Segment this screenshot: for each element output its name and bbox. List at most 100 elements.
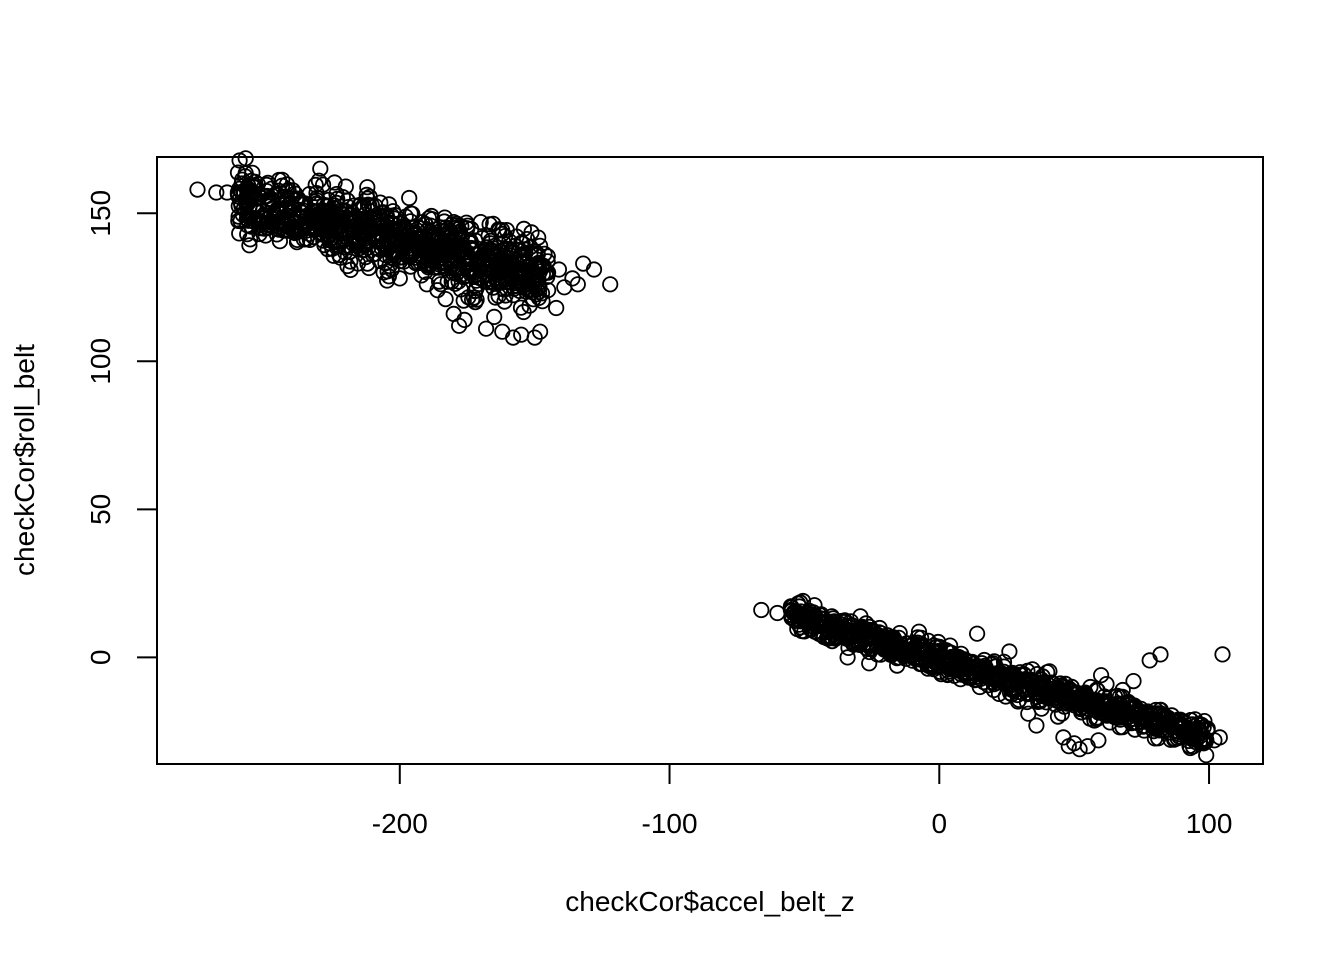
data-point	[823, 613, 840, 631]
data-point	[1001, 643, 1018, 660]
data-point	[937, 657, 955, 675]
data-point	[491, 253, 508, 270]
data-point	[1111, 709, 1128, 726]
data-point	[430, 273, 448, 290]
data-point	[975, 673, 992, 691]
data-point	[348, 237, 365, 254]
data-point	[324, 240, 341, 257]
data-point	[388, 221, 405, 238]
data-point	[1092, 701, 1110, 718]
data-point	[337, 228, 354, 245]
data-point	[270, 171, 288, 189]
data-point	[458, 220, 476, 237]
data-point	[240, 187, 257, 204]
x-tick-label: 100	[1186, 808, 1233, 839]
data-point	[380, 230, 397, 247]
data-point	[429, 282, 446, 299]
data-point	[884, 631, 901, 648]
data-point	[539, 248, 556, 265]
data-point	[850, 632, 867, 650]
data-point	[419, 228, 437, 245]
data-point	[531, 323, 549, 340]
data-point	[985, 666, 1002, 683]
data-point	[370, 218, 387, 235]
data-point	[1133, 708, 1150, 725]
x-axis: -200 -100 0 100	[372, 763, 1233, 839]
data-point	[355, 199, 372, 216]
data-point	[465, 268, 482, 285]
data-point	[513, 234, 530, 251]
data-point	[391, 270, 408, 287]
data-point	[237, 150, 254, 167]
data-point	[314, 176, 332, 193]
data-point	[474, 230, 491, 247]
data-point	[508, 266, 526, 283]
data-point	[1071, 741, 1088, 758]
data-point	[424, 211, 441, 228]
data-point	[861, 655, 878, 672]
data-point	[415, 228, 432, 245]
data-points	[189, 150, 1231, 764]
data-point	[445, 214, 462, 231]
data-point	[189, 181, 206, 198]
data-point	[486, 308, 503, 325]
data-point	[470, 257, 487, 274]
data-point	[415, 237, 432, 254]
data-point	[450, 317, 468, 334]
y-tick-label: 150	[85, 190, 116, 237]
data-point	[463, 291, 481, 308]
data-point	[312, 160, 329, 177]
data-point	[1050, 689, 1067, 707]
data-point	[753, 601, 770, 619]
data-point	[807, 607, 824, 625]
data-point	[219, 184, 236, 201]
data-point	[310, 172, 327, 189]
data-point	[364, 246, 381, 263]
data-point	[486, 237, 503, 254]
data-point	[342, 253, 359, 270]
data-point	[501, 253, 518, 270]
data-point	[251, 225, 268, 243]
data-point	[326, 174, 343, 191]
data-point	[468, 266, 486, 283]
data-point	[1211, 729, 1228, 746]
data-point	[504, 329, 522, 346]
data-point	[404, 246, 421, 263]
y-tick-label: 0	[85, 650, 116, 666]
data-point	[909, 634, 926, 651]
data-point	[1028, 683, 1046, 701]
data-point	[283, 190, 300, 207]
data-point	[413, 267, 430, 284]
data-point	[1079, 738, 1096, 755]
data-point	[1093, 667, 1110, 684]
data-point	[380, 196, 398, 213]
data-point	[548, 299, 565, 317]
data-point	[531, 278, 548, 295]
data-point	[497, 287, 514, 304]
data-point	[455, 292, 472, 309]
data-point	[342, 261, 359, 278]
data-point	[962, 668, 979, 685]
x-tick-label: -100	[642, 808, 698, 839]
data-point	[359, 179, 376, 196]
data-point	[848, 625, 865, 642]
data-point	[296, 220, 313, 237]
data-point	[790, 607, 808, 625]
data-point	[443, 273, 460, 290]
data-point	[437, 244, 454, 261]
data-point	[347, 209, 364, 226]
data-point	[359, 255, 376, 272]
data-point	[316, 208, 333, 225]
data-point	[850, 622, 867, 639]
data-point	[925, 661, 942, 678]
data-point	[556, 279, 573, 296]
data-point	[456, 311, 473, 328]
data-point	[1120, 693, 1137, 710]
data-point	[383, 261, 400, 278]
data-point	[1082, 678, 1099, 696]
data-point	[1125, 699, 1142, 716]
data-point	[526, 329, 543, 346]
data-point	[1125, 672, 1142, 690]
data-point	[454, 241, 471, 258]
data-point	[467, 293, 484, 311]
